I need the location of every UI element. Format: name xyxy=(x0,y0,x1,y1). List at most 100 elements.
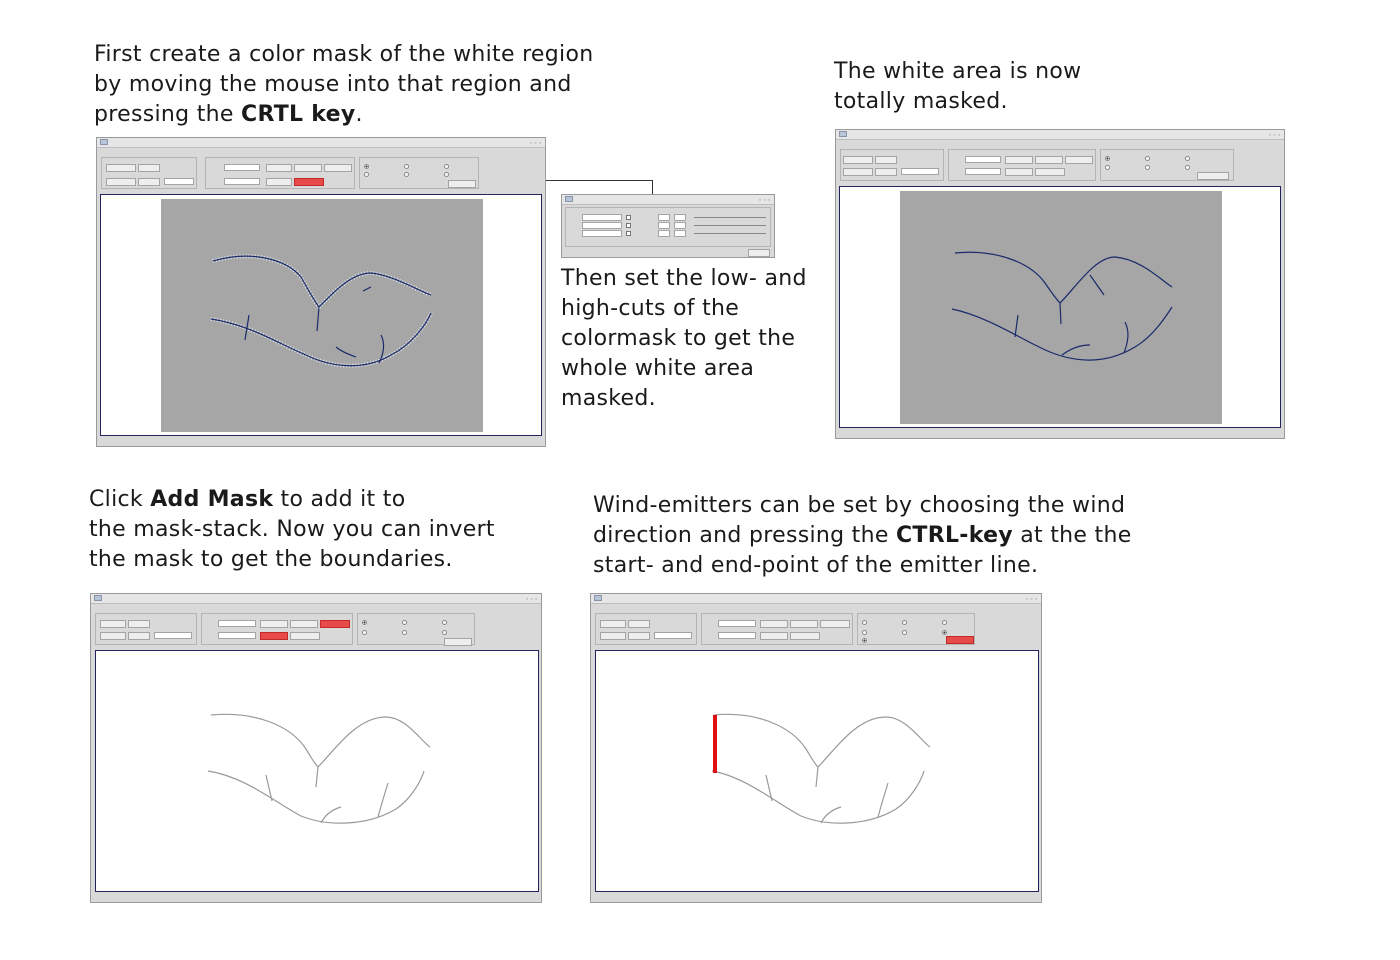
parameters-button[interactable] xyxy=(790,632,820,640)
draw-line-radio[interactable] xyxy=(902,630,907,635)
width-field[interactable] xyxy=(218,620,256,627)
color-mask-radio[interactable] xyxy=(1105,156,1110,161)
green-high-cut-field[interactable] xyxy=(674,222,686,229)
mask-ellipse-radio[interactable] xyxy=(404,164,409,169)
color-mask-radio[interactable] xyxy=(364,164,369,169)
color-mask-radio[interactable] xyxy=(862,620,867,625)
reset-wind-button[interactable] xyxy=(946,636,974,644)
one-to-one-button[interactable] xyxy=(106,178,136,186)
toolbar xyxy=(591,611,1041,649)
red-low-cut-field[interactable] xyxy=(658,214,670,221)
blue-symmetric-checkbox[interactable] xyxy=(626,231,631,236)
load-mask-button[interactable] xyxy=(266,178,292,186)
reset-mask-button[interactable] xyxy=(1005,156,1033,164)
width-field[interactable] xyxy=(718,620,756,627)
height-field[interactable] xyxy=(718,632,756,639)
reset-wind-button[interactable] xyxy=(1197,172,1229,180)
blue-value-field[interactable] xyxy=(582,230,622,237)
wind-emitter-radio[interactable] xyxy=(444,172,449,177)
wind-radio[interactable] xyxy=(442,620,447,625)
height-field[interactable] xyxy=(224,178,260,185)
wind-radio[interactable] xyxy=(444,164,449,169)
reset-wind-button[interactable] xyxy=(444,638,472,646)
reset-wind-button[interactable] xyxy=(448,180,476,188)
draw-polygon-radio[interactable] xyxy=(364,172,369,177)
blue-high-cut-field[interactable] xyxy=(674,230,686,237)
draw-polygon-radio[interactable] xyxy=(1105,165,1110,170)
color-mask-radio[interactable] xyxy=(362,620,367,625)
wind-emitter-radio[interactable] xyxy=(1185,165,1190,170)
width-field[interactable] xyxy=(224,164,260,171)
width-field[interactable] xyxy=(965,156,1001,163)
one-to-one-button[interactable] xyxy=(843,168,873,176)
draw-polygon-radio[interactable] xyxy=(362,630,367,635)
zoom-out-button[interactable] xyxy=(875,168,897,176)
invert-mask-button[interactable] xyxy=(320,620,350,628)
draw-polygon-radio[interactable] xyxy=(862,630,867,635)
image-canvas[interactable] xyxy=(839,186,1281,428)
wind-radio[interactable] xyxy=(1185,156,1190,161)
close-dialog-button[interactable] xyxy=(748,249,770,257)
remove-last-button[interactable] xyxy=(790,620,818,628)
scale-width-button[interactable] xyxy=(106,164,136,172)
zoom-in-button[interactable] xyxy=(628,620,650,628)
green-symmetric-checkbox[interactable] xyxy=(626,223,631,228)
scale-width-button[interactable] xyxy=(600,620,626,628)
wind-emitter-radio[interactable] xyxy=(942,630,947,635)
caption-step-3-line-3: the mask to get the boundaries. xyxy=(89,547,453,572)
parameters-button[interactable] xyxy=(1035,168,1065,176)
green-cut-slider[interactable] xyxy=(694,225,766,226)
image-canvas[interactable] xyxy=(95,650,539,892)
parameters-button[interactable] xyxy=(290,632,320,640)
height-field[interactable] xyxy=(218,632,256,639)
zoom-percent-field[interactable] xyxy=(154,632,192,639)
zoom-in-button[interactable] xyxy=(138,164,160,172)
invert-mask-button[interactable] xyxy=(820,620,850,628)
red-cut-slider[interactable] xyxy=(694,217,766,218)
one-to-one-button[interactable] xyxy=(600,632,626,640)
zoom-out-button[interactable] xyxy=(628,632,650,640)
invert-mask-button[interactable] xyxy=(324,164,352,172)
image-canvas[interactable] xyxy=(595,650,1039,892)
reset-mask-button[interactable] xyxy=(760,620,788,628)
zoom-out-button[interactable] xyxy=(128,632,150,640)
remove-last-button[interactable] xyxy=(290,620,318,628)
wind-emitter-radio[interactable] xyxy=(442,630,447,635)
zoom-percent-field[interactable] xyxy=(164,178,194,185)
scale-width-button[interactable] xyxy=(843,156,873,164)
image-canvas[interactable] xyxy=(100,194,542,436)
invert-mask-button[interactable] xyxy=(1065,156,1093,164)
zoom-percent-field[interactable] xyxy=(654,632,692,639)
wind-direction-radio[interactable] xyxy=(862,638,867,643)
mask-ellipse-radio[interactable] xyxy=(1145,156,1150,161)
blue-low-cut-field[interactable] xyxy=(658,230,670,237)
reset-mask-button[interactable] xyxy=(260,620,288,628)
add-mask-button[interactable] xyxy=(294,178,324,186)
wind-radio[interactable] xyxy=(942,620,947,625)
zoom-in-button[interactable] xyxy=(875,156,897,164)
red-symmetric-checkbox[interactable] xyxy=(626,215,631,220)
blue-cut-slider[interactable] xyxy=(694,233,766,234)
scale-width-button[interactable] xyxy=(100,620,126,628)
green-low-cut-field[interactable] xyxy=(658,222,670,229)
red-value-field[interactable] xyxy=(582,214,622,221)
zoom-in-button[interactable] xyxy=(128,620,150,628)
mask-ellipse-radio[interactable] xyxy=(902,620,907,625)
add-mask-button[interactable] xyxy=(1005,168,1033,176)
zoom-percent-field[interactable] xyxy=(901,168,939,175)
reset-mask-button[interactable] xyxy=(266,164,292,172)
one-to-one-button[interactable] xyxy=(100,632,126,640)
draw-line-radio[interactable] xyxy=(404,172,409,177)
zoom-out-button[interactable] xyxy=(138,178,160,186)
height-field[interactable] xyxy=(965,168,1001,175)
green-value-field[interactable] xyxy=(582,222,622,229)
add-mask-button[interactable] xyxy=(760,632,788,640)
draw-line-radio[interactable] xyxy=(402,630,407,635)
dialog-app-icon xyxy=(565,196,573,202)
add-mask-button[interactable] xyxy=(260,632,288,640)
mask-ellipse-radio[interactable] xyxy=(402,620,407,625)
remove-last-button[interactable] xyxy=(294,164,322,172)
red-high-cut-field[interactable] xyxy=(674,214,686,221)
draw-line-radio[interactable] xyxy=(1145,165,1150,170)
remove-last-button[interactable] xyxy=(1035,156,1063,164)
